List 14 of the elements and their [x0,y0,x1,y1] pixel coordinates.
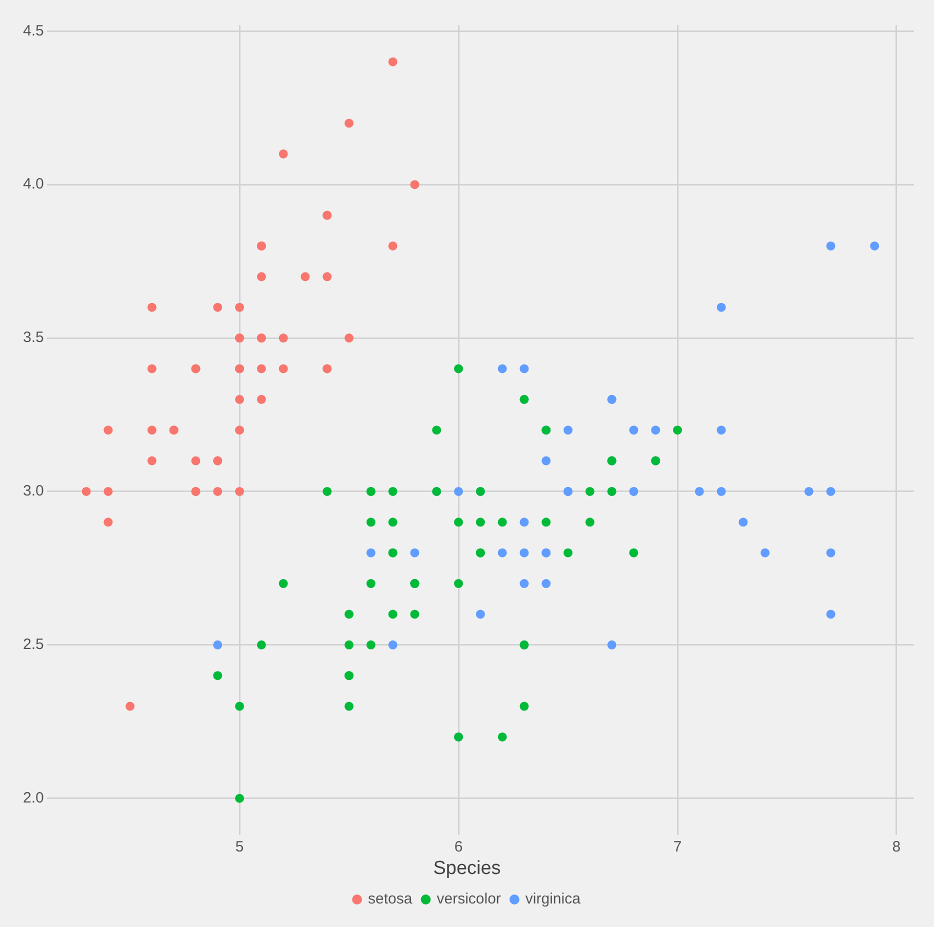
y-tick-label: 4.0 [22,176,44,193]
legend-title: Species [433,858,501,879]
y-tick-label: 2.5 [22,636,44,654]
legend-label: virginica [525,890,582,908]
x-tick-label: 5 [235,838,244,856]
y-tick-label: 2.0 [22,790,44,807]
y-tick-label: 3.0 [22,482,44,500]
legend-label: setosa [368,890,413,908]
y-tick-label: 3.5 [22,329,44,346]
x-tick-label: 8 [892,838,901,856]
x-tick-label: 6 [454,838,463,856]
x-tick-label: 7 [673,838,682,856]
y-tick-label: 4.5 [22,22,44,40]
legend-label: versicolor [436,890,501,908]
